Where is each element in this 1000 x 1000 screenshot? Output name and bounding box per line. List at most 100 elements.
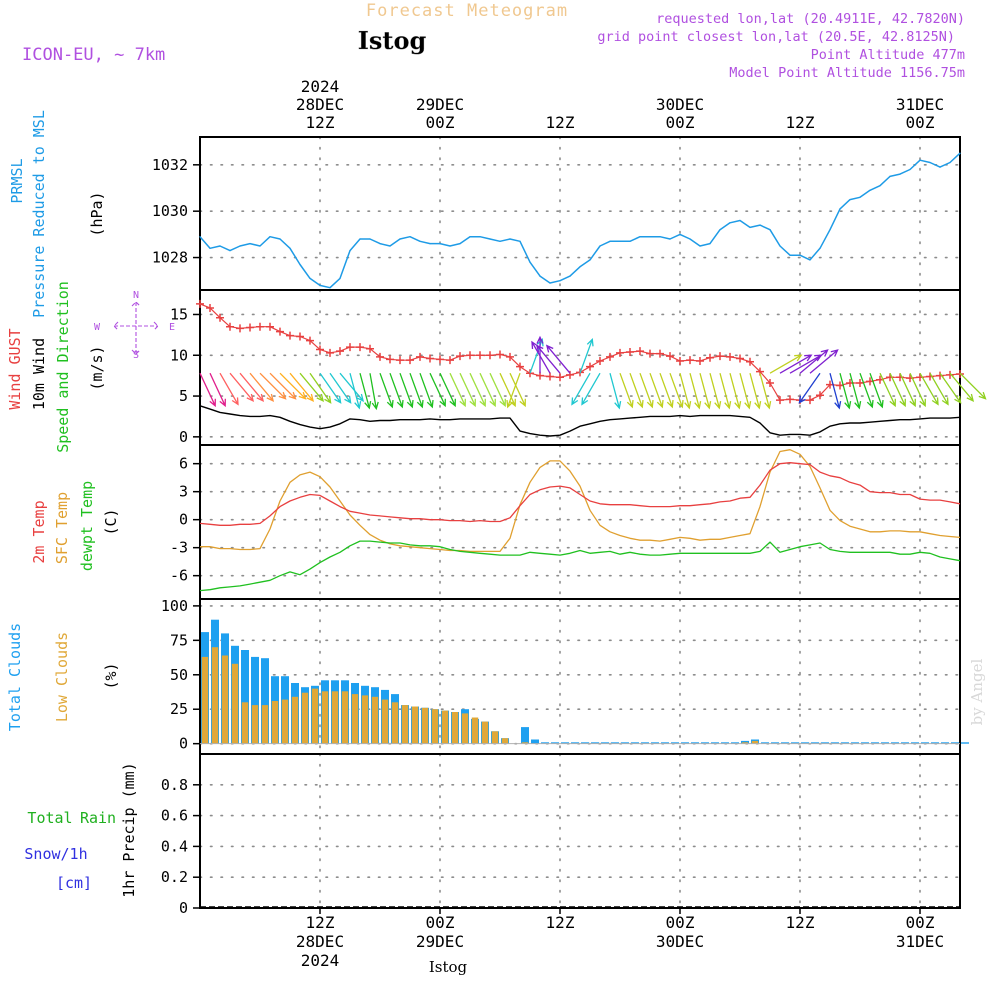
total-cloud-bar [701,742,709,744]
total-cloud-bar [721,742,729,744]
low-cloud-bar [311,688,319,744]
wind-arrow [949,372,975,402]
y-tick-label: 0 [179,735,188,753]
y-tick-label: -6 [170,567,188,585]
gust-marker [566,370,574,379]
pressure-point [719,229,721,231]
pressure-point [199,236,201,238]
wind-arrow [459,372,476,408]
total-cloud-bar [771,742,779,744]
t2m-label: 2m Temp [30,500,48,563]
pressure-point [599,245,601,247]
wind-arrow [339,372,365,402]
pressure-point [569,275,571,277]
gust-marker [506,352,514,361]
y-tick-label: 0.4 [161,837,188,855]
y-tick-label: 1032 [152,156,188,174]
dew-label: dewpt Temp [78,481,96,571]
wind-arrow [619,372,634,409]
pressure-point [659,236,661,238]
wind-arrow [289,372,315,402]
y-tick-label: 100 [161,597,188,615]
total-cloud-bar [871,742,879,744]
panel-temperature: -6 -3 0 3 6 [170,444,961,600]
total-label: Total [27,809,72,827]
pressure-point [649,236,651,238]
wind-arrow [379,372,394,409]
gust-marker [776,396,784,405]
gust-marker [256,322,264,331]
gust-marker [346,343,354,352]
top-time-label: 30DEC [656,95,704,114]
pressure-point [339,277,341,280]
bottom-time-label: 29DEC [416,932,464,951]
gust-marker [766,379,774,387]
pressure-point [939,166,941,168]
wind-arrow [869,372,884,409]
gust-marker [606,352,614,361]
total-cloud-bar [531,739,539,744]
wind-arrow [709,373,722,410]
top-time-label: 2024 [301,77,340,96]
pressure-point [279,238,281,240]
wind-speed-line [199,405,961,437]
gust-marker [686,356,694,365]
wind-arrow [349,373,362,410]
dewpt-line [199,540,961,592]
bottom-time-label: 00Z [666,913,695,932]
compass-s: S [133,350,139,361]
y-tick-label: 15 [170,305,188,323]
pressure-point [669,238,671,240]
gust-marker [416,352,424,361]
wind-arrow [639,372,654,409]
gust-marker [586,362,594,371]
pressure-point [249,243,251,245]
total-cloud-bar [591,742,599,744]
wind-arrow [209,372,226,408]
pressure-point [209,247,211,249]
gust-marker [356,343,364,352]
bottom-time-label: 28DEC [296,932,344,951]
top-time-label: 12Z [546,113,575,132]
wind-arrow [319,372,342,404]
total-cloud-bar [801,742,809,744]
gust-marker [936,371,944,380]
gust-marker [246,323,254,332]
wind-arrow [659,372,674,409]
pressure-point [439,243,441,245]
wind-arrow [269,372,297,400]
pressure-point [489,238,491,240]
low-cloud-bar [401,705,409,744]
pressure-point [919,159,921,161]
wind-arrow [581,372,601,406]
t2m-line [199,462,961,526]
wind-arrow [749,373,762,410]
y-tick-label: 1028 [152,249,188,267]
pressure-point [769,229,771,231]
total-cloud-bar [261,658,269,744]
low-cloud-bar [521,742,529,744]
gust-marker [616,348,624,357]
y-tick-label: 0 [179,428,188,446]
wind-arrow [849,373,862,410]
pressure-point [269,236,271,238]
wind-arrow [489,372,506,408]
gust-marker [436,355,444,364]
pressure-point [759,224,761,226]
wind-arrow [409,372,424,409]
pressure-point [779,245,781,247]
gust-marker [656,349,664,358]
gust-marker [556,373,564,382]
wind-arrow [719,373,732,410]
gust-marker [296,332,304,341]
total-cloud-bar [671,742,679,744]
total-cloud-bar [901,742,909,744]
gust-marker [306,336,314,345]
low-cloud-bar [471,717,479,744]
pressure-point [819,247,821,249]
gust-marker [396,356,404,365]
pressure-point [859,196,861,198]
gust-marker [666,352,674,361]
low-cloud-bar [411,706,419,744]
wind-arrow [229,372,255,402]
